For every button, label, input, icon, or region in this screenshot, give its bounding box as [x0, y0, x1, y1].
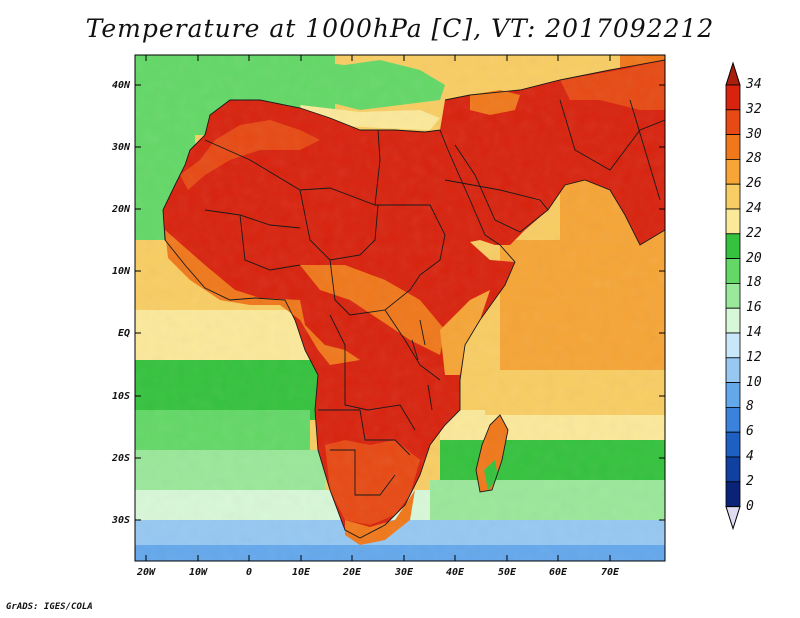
grads-credit: GrADS: IGES/COLA [6, 602, 93, 612]
colorbar-label-34: 34 [746, 77, 762, 92]
colorbar-label-22: 22 [746, 225, 762, 241]
colorbar-lower-extension [725, 506, 741, 531]
lat-tick-30s: 30S [111, 515, 130, 526]
lat-tick-20n: 20N [111, 204, 130, 215]
colorbar-label-30: 30 [746, 126, 762, 142]
lon-tick-10e: 10E [291, 567, 311, 578]
colorbar-label-24: 24 [746, 201, 762, 216]
lon-tick-30e: 30E [394, 567, 414, 578]
lat-tick-40n: 40N [111, 80, 130, 91]
colorbar-upper-extension [725, 61, 741, 86]
colorbar-swatch [725, 233, 741, 260]
lon-tick-40e: 40E [445, 567, 465, 578]
colorbar-swatch [725, 307, 741, 334]
lon-tick-50e: 50E [497, 567, 517, 578]
colorbar-label-28: 28 [746, 151, 762, 167]
colorbar-label-0: 0 [746, 498, 754, 514]
colorbar-label-8: 8 [746, 399, 754, 415]
colorbar-label-20: 20 [746, 250, 762, 266]
lon-tick-0: 0 [245, 567, 253, 578]
lon-tick-20e: 20E [342, 567, 362, 578]
colorbar-swatch [725, 406, 741, 433]
colorbar-swatch [725, 282, 741, 309]
colorbar-swatch [725, 382, 741, 408]
colorbar-swatch [725, 332, 741, 359]
lat-tick-20s: 20S [111, 453, 130, 464]
colorbar-label-32: 32 [746, 101, 762, 117]
map-title: Temperature at 1000hPa [C], VT: 20170922… [85, 14, 715, 43]
colorbar-swatch [725, 208, 741, 235]
colorbar-swatch [725, 431, 741, 458]
colorbar-label-26: 26 [746, 176, 762, 192]
colorbar-swatch [725, 134, 741, 160]
colorbar-label-2: 2 [746, 473, 754, 489]
colorbar-swatch [725, 109, 741, 136]
colorbar-label-4: 4 [746, 449, 754, 464]
colorbar-swatch [725, 84, 741, 111]
colorbar-label-6: 6 [746, 424, 754, 440]
lon-tick-70e: 70E [600, 567, 620, 578]
colorbar-label-16: 16 [746, 300, 762, 316]
lat-tick-10n: 10N [111, 266, 130, 277]
colorbar-swatch [725, 183, 741, 210]
lon-tick-10w: 10W [188, 567, 208, 578]
colorbar-label-18: 18 [746, 275, 762, 291]
colorbar-swatch [725, 481, 741, 507]
lat-tick-eq: EQ [117, 328, 130, 339]
lat-tick-30n: 30N [111, 142, 130, 153]
colorbar-swatch [725, 158, 741, 185]
colorbar-label-12: 12 [746, 349, 762, 365]
temperature-field [135, 55, 665, 561]
colorbar-swatch [725, 456, 741, 483]
colorbar-label-14: 14 [746, 325, 762, 340]
map-frame [134, 54, 666, 562]
lon-tick-60e: 60E [548, 567, 568, 578]
colorbar-label-10: 10 [746, 374, 762, 390]
lon-tick-20w: 20W [136, 567, 156, 578]
colorbar-swatch [725, 258, 741, 284]
lat-tick-10s: 10S [111, 391, 130, 402]
colorbar-swatch [725, 357, 741, 383]
